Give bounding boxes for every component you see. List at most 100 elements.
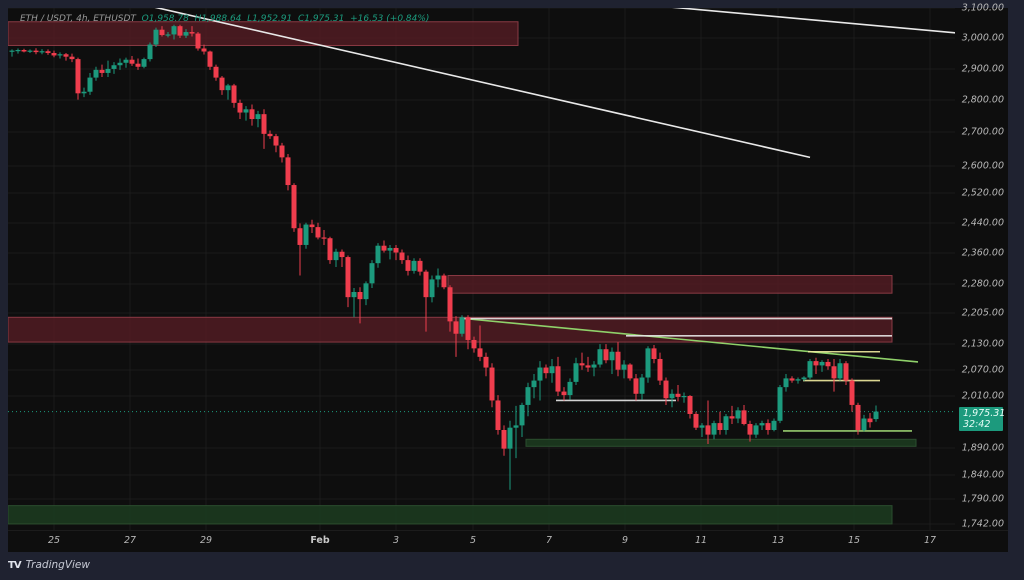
price-tick-label: 2,600.00 xyxy=(961,160,1004,172)
candle-body xyxy=(303,224,309,245)
last-price-badge: 1,975.31 32:42 xyxy=(959,407,1005,431)
candle-body xyxy=(171,26,177,35)
candle-body xyxy=(435,275,441,280)
time-tick-label: 7 xyxy=(545,535,553,546)
candle-body xyxy=(57,54,63,56)
candle-body xyxy=(21,49,27,52)
trendline-green xyxy=(463,317,919,363)
candle-body xyxy=(75,59,81,94)
candle-body xyxy=(69,56,75,60)
candle-body xyxy=(411,260,417,271)
candle-body xyxy=(423,271,429,298)
price-axis[interactable]: 3,100.00 3,000.00 2,900.00 2,800.00 2,700.00… xyxy=(955,3,1008,530)
candle-body xyxy=(327,238,333,261)
time-axis[interactable]: 25 27 29 Feb 3 5 7 9 11 13 15 17 xyxy=(8,530,1008,552)
price-tick-label: 1,790.00 xyxy=(961,493,1004,505)
candle-body xyxy=(315,227,321,238)
time-tick-label: Feb xyxy=(310,535,330,546)
time-tick-label: 27 xyxy=(123,535,137,546)
candle-body xyxy=(183,32,189,36)
candle-body xyxy=(375,245,381,264)
candle-body xyxy=(813,361,819,366)
candle-body xyxy=(669,393,675,399)
candle-body xyxy=(705,425,711,435)
candle-body xyxy=(213,66,219,78)
time-tick-label: 13 xyxy=(771,535,785,546)
chart-plot-area[interactable]: ETH / USDT, 4h, ETHUSDT O1,958.78 H1,988… xyxy=(8,8,955,530)
candle-body xyxy=(843,363,849,381)
candle-body xyxy=(441,275,447,288)
candle-body xyxy=(93,69,99,78)
price-tick-label: 3,100.00 xyxy=(961,2,1004,14)
candle-body xyxy=(429,279,435,298)
candle-body xyxy=(513,425,519,428)
candle-body xyxy=(27,50,33,52)
candle-body xyxy=(291,185,297,229)
time-tick-label: 17 xyxy=(923,535,937,546)
candle-body xyxy=(729,416,735,419)
time-tick-label: 3 xyxy=(392,535,400,546)
support-zone xyxy=(8,505,893,525)
support-zone xyxy=(525,438,917,447)
bar-countdown: 32:42 xyxy=(963,419,991,430)
candle-body xyxy=(639,377,645,394)
price-tick-label: 2,130.00 xyxy=(961,338,1004,350)
candle-body xyxy=(51,53,57,56)
chart-container[interactable]: ETH / USDT, 4h, ETHUSDT O1,958.78 H1,988… xyxy=(8,3,1008,552)
candle-body xyxy=(189,32,195,34)
candle-body xyxy=(477,348,483,357)
candle-body xyxy=(201,48,207,52)
candle-body xyxy=(243,109,249,113)
candle-body xyxy=(501,429,507,449)
candle-body xyxy=(225,85,231,91)
candle-body xyxy=(159,29,165,36)
candle-body xyxy=(591,364,597,368)
candle-body xyxy=(747,424,753,435)
candle-body xyxy=(489,367,495,401)
candle-body xyxy=(15,49,21,52)
time-tick-label: 5 xyxy=(469,535,477,546)
candle-body xyxy=(687,396,693,414)
resistance-zone xyxy=(447,275,893,294)
candle-body xyxy=(273,136,279,146)
candle-body xyxy=(561,391,567,396)
candle-body xyxy=(321,237,327,239)
candle-body xyxy=(363,283,369,300)
time-tick-label: 25 xyxy=(47,535,61,546)
candle-body xyxy=(777,387,783,421)
candle-body xyxy=(837,363,843,379)
candle-body xyxy=(657,358,663,381)
legend-close: C1,975.31 xyxy=(297,14,345,24)
symbol-title: ETH / USDT, 4h, ETHUSDT xyxy=(20,14,136,24)
resistance-zone xyxy=(8,21,519,46)
candle-body xyxy=(741,410,747,425)
candle-body xyxy=(297,228,303,245)
candle-body xyxy=(63,54,69,57)
candle-body xyxy=(99,69,105,73)
candle-body xyxy=(555,366,561,392)
candle-body xyxy=(783,378,789,388)
candle-body xyxy=(207,51,213,67)
price-tick-label: 2,520.00 xyxy=(961,187,1004,199)
candle-body xyxy=(627,364,633,379)
candle-body xyxy=(135,63,141,67)
candle-body xyxy=(369,263,375,284)
candle-body xyxy=(123,59,129,63)
time-tick-label: 11 xyxy=(694,535,708,546)
candle-body xyxy=(219,77,225,91)
candle-body xyxy=(261,114,267,134)
candle-body xyxy=(507,427,513,449)
candle-body xyxy=(801,377,807,380)
candle-body xyxy=(447,287,453,322)
tradingview-logo[interactable]: TV TradingView xyxy=(8,559,90,571)
candle-body xyxy=(87,77,93,92)
candle-body xyxy=(867,418,873,423)
candlestick-chart[interactable] xyxy=(8,8,955,530)
candle-body xyxy=(177,26,183,36)
candle-body xyxy=(675,393,681,397)
candle-body xyxy=(855,404,861,430)
time-tick-label: 29 xyxy=(199,535,213,546)
candle-body xyxy=(231,85,237,103)
candle-body xyxy=(609,351,615,361)
time-tick-label: 9 xyxy=(621,535,629,546)
